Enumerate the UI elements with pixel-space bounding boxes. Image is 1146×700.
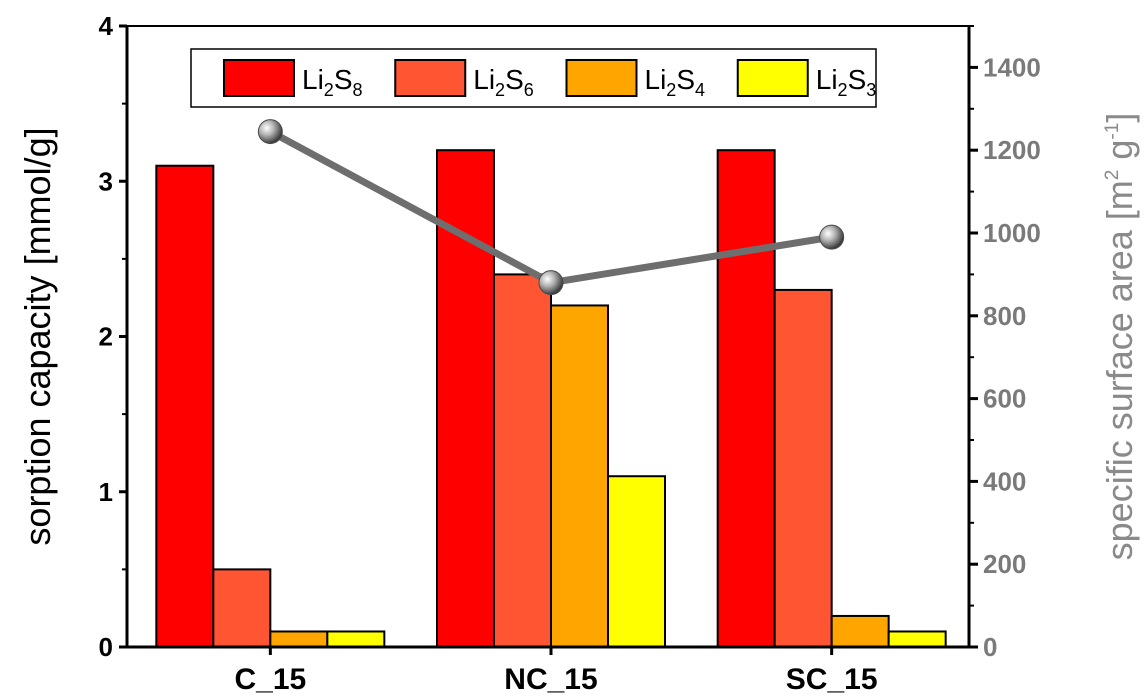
surface-area-point-SC_15 xyxy=(819,224,845,250)
y2-tick-label: 1200 xyxy=(983,135,1041,165)
bar-Li2S4-C_15 xyxy=(269,630,329,648)
y2-tick-label: 1000 xyxy=(983,218,1041,248)
axes-group: 0 1 2 3 4 0 200 400 600 800 1000 1200 1400 C_15 NC_15 S… xyxy=(99,11,1041,696)
y2-tick-label: 200 xyxy=(983,549,1026,579)
y2-axis-label: specific surface area [m2 g-1] xyxy=(1099,113,1140,561)
bar-Li2S4-SC_15 xyxy=(830,614,890,649)
y2-tick-label: 400 xyxy=(983,466,1026,496)
x-tick-label: SC_15 xyxy=(786,663,878,696)
bar-Li2S6-NC_15 xyxy=(493,273,552,648)
bar-Li2S3-C_15 xyxy=(326,630,386,648)
x-tick-label: NC_15 xyxy=(504,663,597,696)
legend: Li2S8 Li2S6 Li2S4 Li2S3 xyxy=(190,48,877,108)
bar-Li2S3-SC_15 xyxy=(887,630,947,648)
legend-label-Li2S3: Li2S3 xyxy=(816,64,877,100)
bar-Li2S6-SC_15 xyxy=(773,288,833,648)
y2-tick-label: 600 xyxy=(983,384,1026,414)
y2-tick-label: 0 xyxy=(983,632,997,662)
legend-label-Li2S4: Li2S4 xyxy=(645,64,706,100)
bar-Li2S3-NC_15 xyxy=(607,475,666,648)
legend-label-Li2S8: Li2S8 xyxy=(302,64,363,100)
legend-swatch-Li2S4 xyxy=(565,59,638,97)
bars-group xyxy=(155,149,947,649)
surface-area-point-NC_15 xyxy=(538,270,564,296)
y-tick-label: 1 xyxy=(99,477,113,507)
legend-swatch-Li2S8 xyxy=(223,59,295,97)
surface-area-point-C_15 xyxy=(257,119,283,145)
legend-swatch-Li2S3 xyxy=(736,59,809,97)
x-tick-label: C_15 xyxy=(234,663,306,696)
y2-tick-label: 1400 xyxy=(983,52,1041,82)
y-tick-label: 3 xyxy=(99,166,113,196)
y-tick-label: 0 xyxy=(99,632,113,662)
legend-label-Li2S6: Li2S6 xyxy=(473,64,534,100)
y-tick-label: 4 xyxy=(99,11,114,41)
bar-Li2S4-NC_15 xyxy=(550,304,609,648)
legend-swatch-Li2S6 xyxy=(394,59,467,97)
bar-Li2S8-C_15 xyxy=(155,164,215,648)
y2-tick-label: 800 xyxy=(983,301,1026,331)
surface-area-line-group xyxy=(257,119,845,296)
y-axis-label: sorption capacity [mmol/g] xyxy=(17,127,58,545)
axis-labels: sorption capacity [mmol/g] specific surfa… xyxy=(17,113,1140,561)
bar-Li2S8-SC_15 xyxy=(716,149,776,648)
bar-Li2S6-C_15 xyxy=(212,568,272,648)
y-tick-label: 2 xyxy=(99,322,113,352)
